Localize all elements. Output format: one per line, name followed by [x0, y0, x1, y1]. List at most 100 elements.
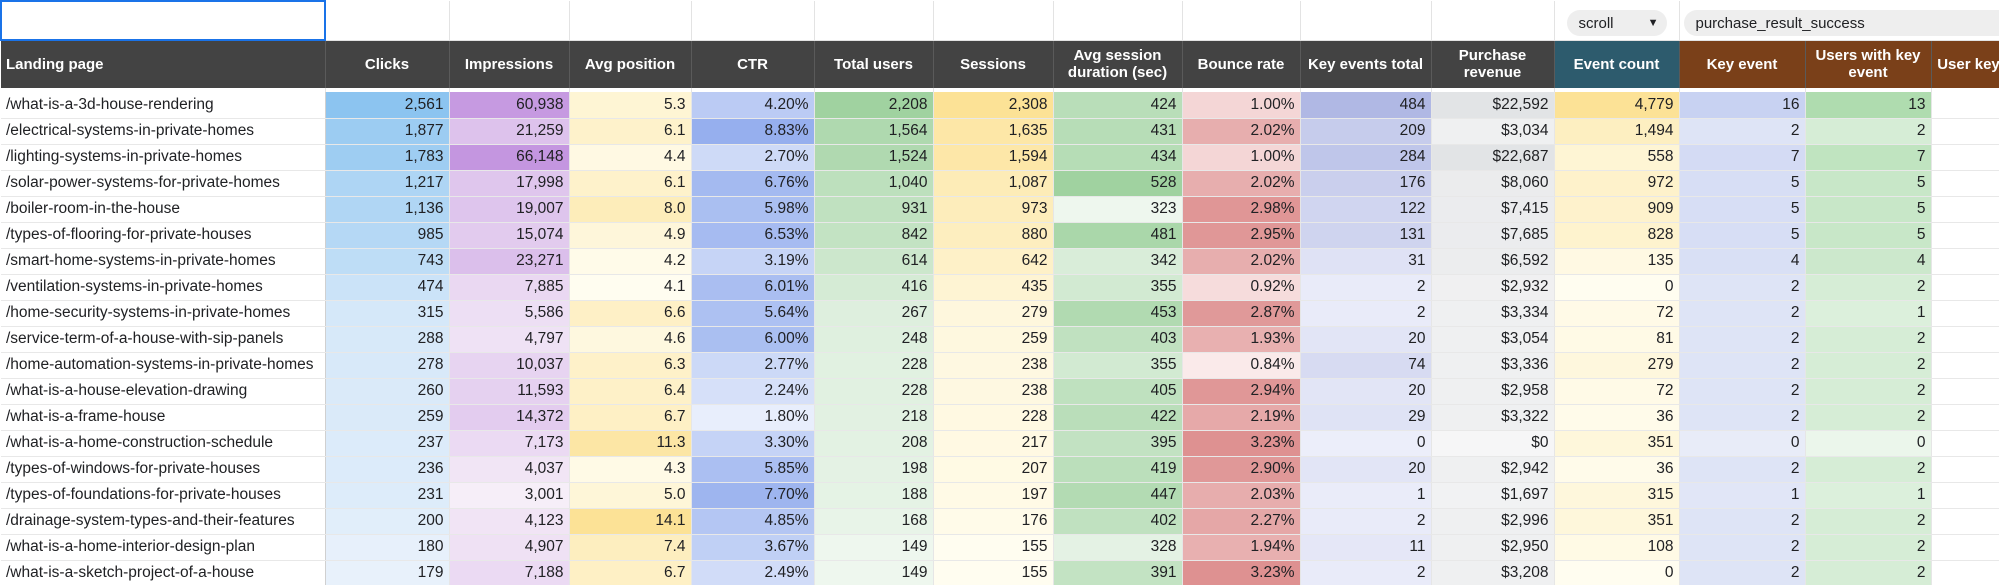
cell-purchase-revenue[interactable]: $3,336 — [1431, 352, 1555, 379]
cell-total-users[interactable]: 228 — [814, 352, 934, 379]
cell-key-events-total[interactable]: 2 — [1300, 560, 1432, 585]
cell-landing-page[interactable]: /what-is-a-home-construction-schedule — [1, 430, 326, 457]
cell-key-events-total[interactable]: 20 — [1300, 378, 1432, 405]
cell-purchase-revenue[interactable]: $3,208 — [1431, 560, 1555, 585]
cell-clicks[interactable]: 1,877 — [325, 118, 450, 145]
cell-ctr[interactable]: 2.24% — [691, 378, 815, 405]
cell-sessions[interactable]: 155 — [933, 560, 1054, 585]
cell-event-count[interactable]: 108 — [1554, 534, 1680, 561]
cell-bounce-rate[interactable]: 3.23% — [1182, 430, 1301, 457]
empty-cell[interactable] — [933, 1, 1054, 41]
cell-avg-position[interactable]: 5.0 — [569, 482, 692, 509]
cell-impressions[interactable]: 4,037 — [449, 456, 570, 483]
cell-user-key-event-rate[interactable]: 0.54 — [1931, 196, 1999, 223]
cell-total-users[interactable]: 2,208 — [814, 92, 934, 119]
cell-event-count[interactable]: 81 — [1554, 326, 1680, 353]
cell-bounce-rate[interactable]: 2.02% — [1182, 170, 1301, 197]
cell-key-events-total[interactable]: 209 — [1300, 118, 1432, 145]
header-total-users[interactable]: Total users — [814, 40, 934, 88]
cell-avg-position[interactable]: 11.3 — [569, 430, 692, 457]
cell-avg-session-duration[interactable]: 323 — [1053, 196, 1183, 223]
cell-bounce-rate[interactable]: 2.98% — [1182, 196, 1301, 223]
cell-event-count[interactable]: 72 — [1554, 378, 1680, 405]
empty-cell[interactable] — [691, 1, 815, 41]
cell-key-event[interactable]: 5 — [1679, 222, 1806, 249]
cell-users-with-key-event[interactable]: 2 — [1805, 352, 1932, 379]
cell-sessions[interactable]: 1,635 — [933, 118, 1054, 145]
cell-key-events-total[interactable]: 0 — [1300, 430, 1432, 457]
cell-sessions[interactable]: 435 — [933, 274, 1054, 301]
cell-user-key-event-rate[interactable]: 0.81 — [1931, 326, 1999, 353]
cell-event-count[interactable]: 972 — [1554, 170, 1680, 197]
cell-avg-session-duration[interactable]: 395 — [1053, 430, 1183, 457]
empty-cell[interactable] — [814, 1, 934, 41]
key-event-dropdown[interactable]: purchase_result_success ▼ — [1683, 10, 1999, 37]
cell-clicks[interactable]: 180 — [325, 534, 450, 561]
cell-sessions[interactable]: 228 — [933, 404, 1054, 431]
header-key-event[interactable]: Key event — [1679, 40, 1806, 88]
cell-landing-page[interactable]: /electrical-systems-in-private-homes — [1, 118, 326, 145]
cell-impressions[interactable]: 17,998 — [449, 170, 570, 197]
cell-landing-page[interactable]: /service-term-of-a-house-with-sip-panels — [1, 326, 326, 353]
cell-landing-page[interactable]: /types-of-windows-for-private-houses — [1, 456, 326, 483]
cell-avg-position[interactable]: 7.4 — [569, 534, 692, 561]
cell-user-key-event-rate[interactable]: 0.48 — [1931, 170, 1999, 197]
cell-ctr[interactable]: 2.77% — [691, 352, 815, 379]
cell-avg-session-duration[interactable]: 355 — [1053, 274, 1183, 301]
cell-landing-page[interactable]: /drainage-system-types-and-their-feature… — [1, 508, 326, 535]
header-landing-page[interactable]: Landing page — [1, 40, 326, 88]
cell-users-with-key-event[interactable]: 4 — [1805, 248, 1932, 275]
cell-ctr[interactable]: 2.49% — [691, 560, 815, 585]
cell-event-count[interactable]: 279 — [1554, 352, 1680, 379]
cell-landing-page[interactable]: /boiler-room-in-the-house — [1, 196, 326, 223]
cell-ctr[interactable]: 6.53% — [691, 222, 815, 249]
cell-user-key-event-rate[interactable]: 1.34 — [1931, 560, 1999, 585]
cell-bounce-rate[interactable]: 1.94% — [1182, 534, 1301, 561]
cell-sessions[interactable]: 155 — [933, 534, 1054, 561]
cell-key-events-total[interactable]: 1 — [1300, 482, 1432, 509]
cell-ctr[interactable]: 6.76% — [691, 170, 815, 197]
cell-clicks[interactable]: 236 — [325, 456, 450, 483]
header-event-count[interactable]: Event count — [1554, 40, 1680, 88]
cell-ctr[interactable]: 5.98% — [691, 196, 815, 223]
cell-impressions[interactable]: 7,188 — [449, 560, 570, 585]
cell-clicks[interactable]: 985 — [325, 222, 450, 249]
cell-landing-page[interactable]: /home-automation-systems-in-private-home… — [1, 352, 326, 379]
cell-avg-position[interactable]: 6.7 — [569, 404, 692, 431]
cell-avg-session-duration[interactable]: 481 — [1053, 222, 1183, 249]
cell-clicks[interactable]: 743 — [325, 248, 450, 275]
header-user-key-event-rate[interactable]: User key event rate — [1931, 40, 1999, 88]
empty-cell[interactable] — [1182, 1, 1301, 41]
cell-key-event[interactable]: 2 — [1679, 300, 1806, 327]
cell-avg-position[interactable]: 14.1 — [569, 508, 692, 535]
cell-total-users[interactable]: 1,524 — [814, 144, 934, 171]
cell-avg-position[interactable]: 8.0 — [569, 196, 692, 223]
cell-impressions[interactable]: 7,173 — [449, 430, 570, 457]
cell-total-users[interactable]: 208 — [814, 430, 934, 457]
cell-bounce-rate[interactable]: 2.87% — [1182, 300, 1301, 327]
cell-user-key-event-rate[interactable]: 1.19 — [1931, 508, 1999, 535]
cell-bounce-rate[interactable]: 2.19% — [1182, 404, 1301, 431]
cell-key-event[interactable]: 2 — [1679, 404, 1806, 431]
cell-landing-page[interactable]: /solar-power-systems-for-private-homes — [1, 170, 326, 197]
cell-clicks[interactable]: 474 — [325, 274, 450, 301]
cell-users-with-key-event[interactable]: 5 — [1805, 170, 1932, 197]
cell-ctr[interactable]: 7.70% — [691, 482, 815, 509]
cell-users-with-key-event[interactable]: 0 — [1805, 430, 1932, 457]
cell-key-event[interactable]: 7 — [1679, 144, 1806, 171]
header-ctr[interactable]: CTR — [691, 40, 815, 88]
cell-impressions[interactable]: 10,037 — [449, 352, 570, 379]
cell-avg-position[interactable]: 4.9 — [569, 222, 692, 249]
cell-key-event[interactable]: 2 — [1679, 456, 1806, 483]
empty-cell[interactable] — [1431, 1, 1555, 41]
cell-bounce-rate[interactable]: 2.02% — [1182, 248, 1301, 275]
cell-ctr[interactable]: 3.19% — [691, 248, 815, 275]
cell-users-with-key-event[interactable]: 5 — [1805, 222, 1932, 249]
cell-total-users[interactable]: 228 — [814, 378, 934, 405]
cell-avg-session-duration[interactable]: 453 — [1053, 300, 1183, 327]
cell-users-with-key-event[interactable]: 2 — [1805, 508, 1932, 535]
cell-key-events-total[interactable]: 176 — [1300, 170, 1432, 197]
cell-ctr[interactable]: 3.30% — [691, 430, 815, 457]
cell-avg-session-duration[interactable]: 355 — [1053, 352, 1183, 379]
cell-key-events-total[interactable]: 2 — [1300, 300, 1432, 327]
